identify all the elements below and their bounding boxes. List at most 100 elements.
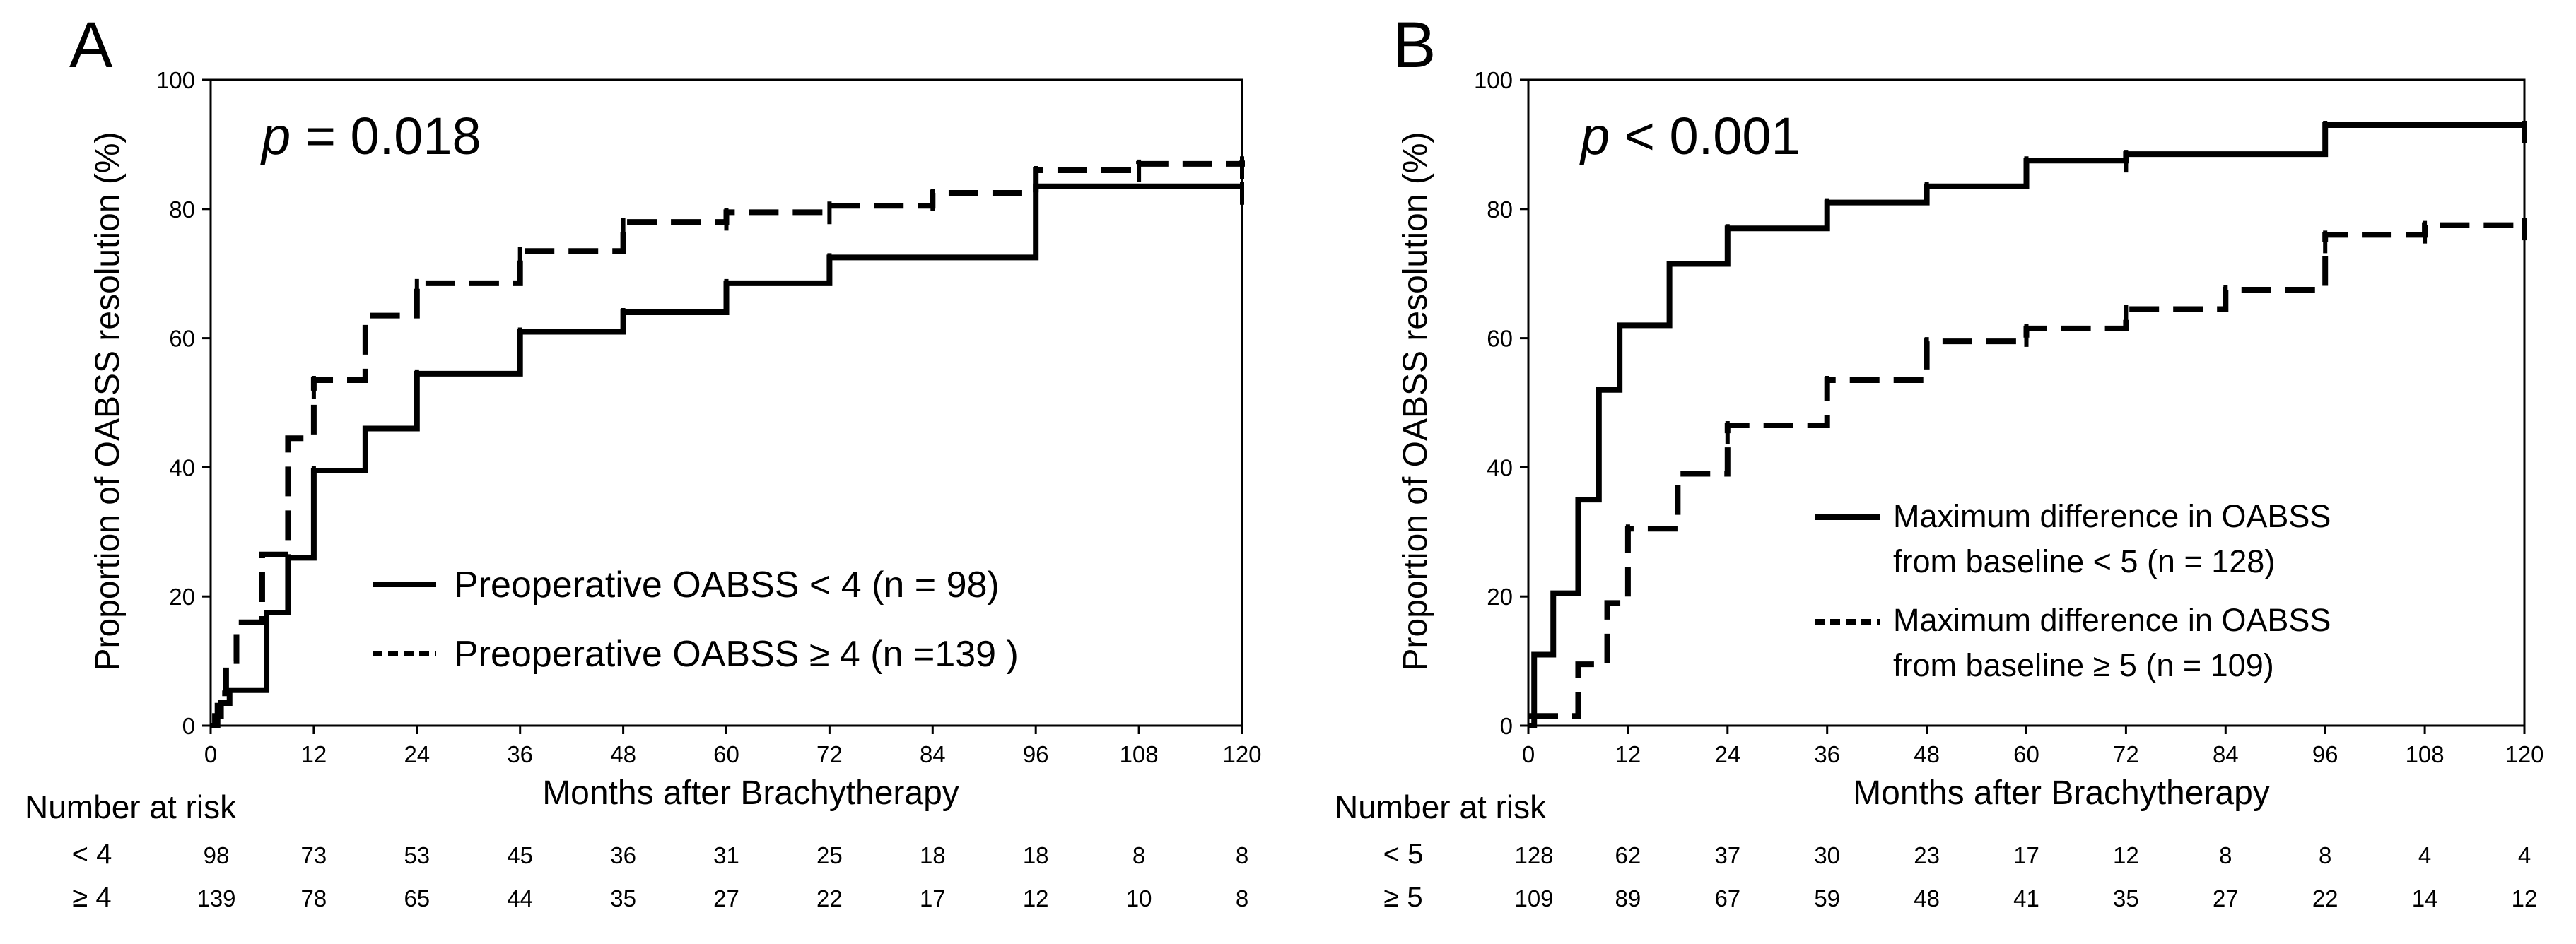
panel-a-ylabel: Proportion of OABSS resolution (%): [89, 131, 127, 671]
risk-row-label: < 4: [72, 839, 112, 870]
risk-count: 36: [610, 842, 636, 868]
x-tick-label: 84: [2213, 741, 2239, 767]
risk-count: 48: [1914, 885, 1940, 911]
plot-frame: [209, 78, 1243, 727]
panel-a-p-label: p: [260, 107, 291, 165]
risk-count: 89: [1615, 885, 1641, 911]
risk-count: 8: [1236, 842, 1248, 868]
risk-count: 8: [2319, 842, 2331, 868]
series-2-dashed-curve: [211, 160, 1245, 728]
panel-b-risk-title: Number at risk: [1335, 789, 1547, 825]
panel-b-p-rest: < 0.001: [1610, 107, 1801, 165]
risk-count: 22: [816, 885, 843, 911]
panel-b-p-label: p: [1579, 107, 1610, 165]
panel-a-ylabel-wrap: Proportion of OABSS resolution (%): [89, 131, 127, 671]
risk-count: 10: [1126, 885, 1152, 911]
x-tick-label: 48: [1914, 741, 1940, 767]
series-1-solid-curve: [211, 183, 1242, 728]
x-tick-label: 12: [1615, 741, 1641, 767]
y-tick-label: 40: [1487, 454, 1513, 480]
panel-a-letter: A: [69, 9, 113, 81]
x-tick-label: 0: [204, 741, 217, 767]
panel-a-risk-title: Number at risk: [25, 789, 237, 825]
x-tick-label: 108: [1120, 741, 1159, 767]
panel-a-p-rest: = 0.018: [291, 107, 481, 165]
x-tick-label: 96: [2312, 741, 2338, 767]
legend-label-1a: Maximum difference in OABSS: [1893, 498, 2331, 534]
y-tick-label: 0: [182, 713, 195, 739]
risk-count: 25: [816, 842, 843, 868]
panel-b-letter: B: [1393, 9, 1436, 81]
legend-label-1b: from baseline < 5 (n = 128): [1893, 543, 2275, 579]
risk-count: 78: [301, 885, 327, 911]
x-tick-label: 96: [1023, 741, 1049, 767]
risk-count: 31: [713, 842, 739, 868]
y-tick-label: 20: [169, 584, 195, 610]
risk-count: 17: [2013, 842, 2039, 868]
series-2-dashed-curve: [1528, 222, 2527, 719]
risk-count: 53: [404, 842, 430, 868]
risk-count: 35: [610, 885, 636, 911]
panel-b-p-value: p < 0.001: [1579, 107, 1801, 165]
risk-count: 73: [301, 842, 327, 868]
x-tick-label: 60: [713, 741, 739, 767]
risk-count: 23: [1914, 842, 1940, 868]
risk-count: 12: [2113, 842, 2139, 868]
legend-label-2: Preoperative OABSS ≥ 4 (n =139 ): [454, 634, 1019, 675]
risk-count: 8: [2219, 842, 2232, 868]
y-tick-label: 100: [156, 67, 195, 93]
y-tick-label: 80: [1487, 196, 1513, 223]
series-1-solid-curve: [1528, 122, 2524, 728]
x-tick-label: 108: [2406, 741, 2445, 767]
x-tick-label: 72: [816, 741, 843, 767]
panel-b-ylabel-wrap: Proportion of OABSS resolution (%): [1397, 131, 1434, 671]
panel-b-xlabel: Months after Brachytherapy: [1853, 774, 2270, 812]
x-tick-label: 60: [2013, 741, 2039, 767]
x-tick-label: 12: [301, 741, 327, 767]
y-tick-label: 80: [169, 196, 195, 223]
risk-count: 67: [1714, 885, 1740, 911]
risk-count: 14: [2412, 885, 2438, 911]
risk-count: 4: [2518, 842, 2531, 868]
risk-count: 35: [2113, 885, 2139, 911]
risk-count: 8: [1236, 885, 1248, 911]
risk-row-label: ≥ 4: [72, 882, 111, 913]
x-tick-label: 120: [2505, 741, 2543, 767]
risk-count: 4: [2418, 842, 2431, 868]
panel-b: B Proportion of OABSS resolution (%) Mon…: [1335, 9, 2544, 913]
legend-label-2a: Maximum difference in OABSS: [1893, 602, 2331, 638]
risk-count: 17: [920, 885, 946, 911]
risk-count: 18: [1023, 842, 1049, 868]
risk-count: 65: [404, 885, 430, 911]
x-tick-label: 0: [1522, 741, 1535, 767]
y-tick-label: 20: [1487, 584, 1513, 610]
risk-row-label: ≥ 5: [1383, 882, 1422, 913]
x-tick-label: 24: [1714, 741, 1740, 767]
x-tick-label: 36: [1814, 741, 1840, 767]
panel-a-xlabel: Months after Brachytherapy: [542, 774, 959, 812]
risk-count: 139: [197, 885, 235, 911]
y-tick-label: 0: [1500, 713, 1513, 739]
x-tick-label: 24: [404, 741, 430, 767]
risk-count: 98: [204, 842, 230, 868]
risk-count: 44: [507, 885, 533, 911]
risk-count: 8: [1132, 842, 1145, 868]
panel-a: A Proportion of OABSS resolution (%) Mon…: [25, 9, 1262, 913]
risk-count: 128: [1514, 842, 1553, 868]
legend-label-1: Preoperative OABSS < 4 (n = 98): [454, 565, 1000, 606]
panel-a-legend: Preoperative OABSS < 4 (n = 98) Preopera…: [373, 565, 1019, 675]
y-tick-label: 60: [169, 326, 195, 352]
risk-count: 30: [1814, 842, 1840, 868]
x-tick-label: 84: [920, 741, 946, 767]
risk-count: 12: [2512, 885, 2538, 911]
x-tick-label: 120: [1222, 741, 1261, 767]
risk-count: 62: [1615, 842, 1641, 868]
risk-count: 45: [507, 842, 533, 868]
x-tick-label: 72: [2113, 741, 2139, 767]
y-tick-label: 40: [169, 454, 195, 480]
risk-row-label: < 5: [1383, 839, 1424, 870]
y-tick-label: 100: [1474, 67, 1513, 93]
risk-count: 27: [713, 885, 739, 911]
panel-b-ylabel: Proportion of OABSS resolution (%): [1397, 131, 1434, 671]
panel-a-p-value: p = 0.018: [260, 107, 481, 165]
